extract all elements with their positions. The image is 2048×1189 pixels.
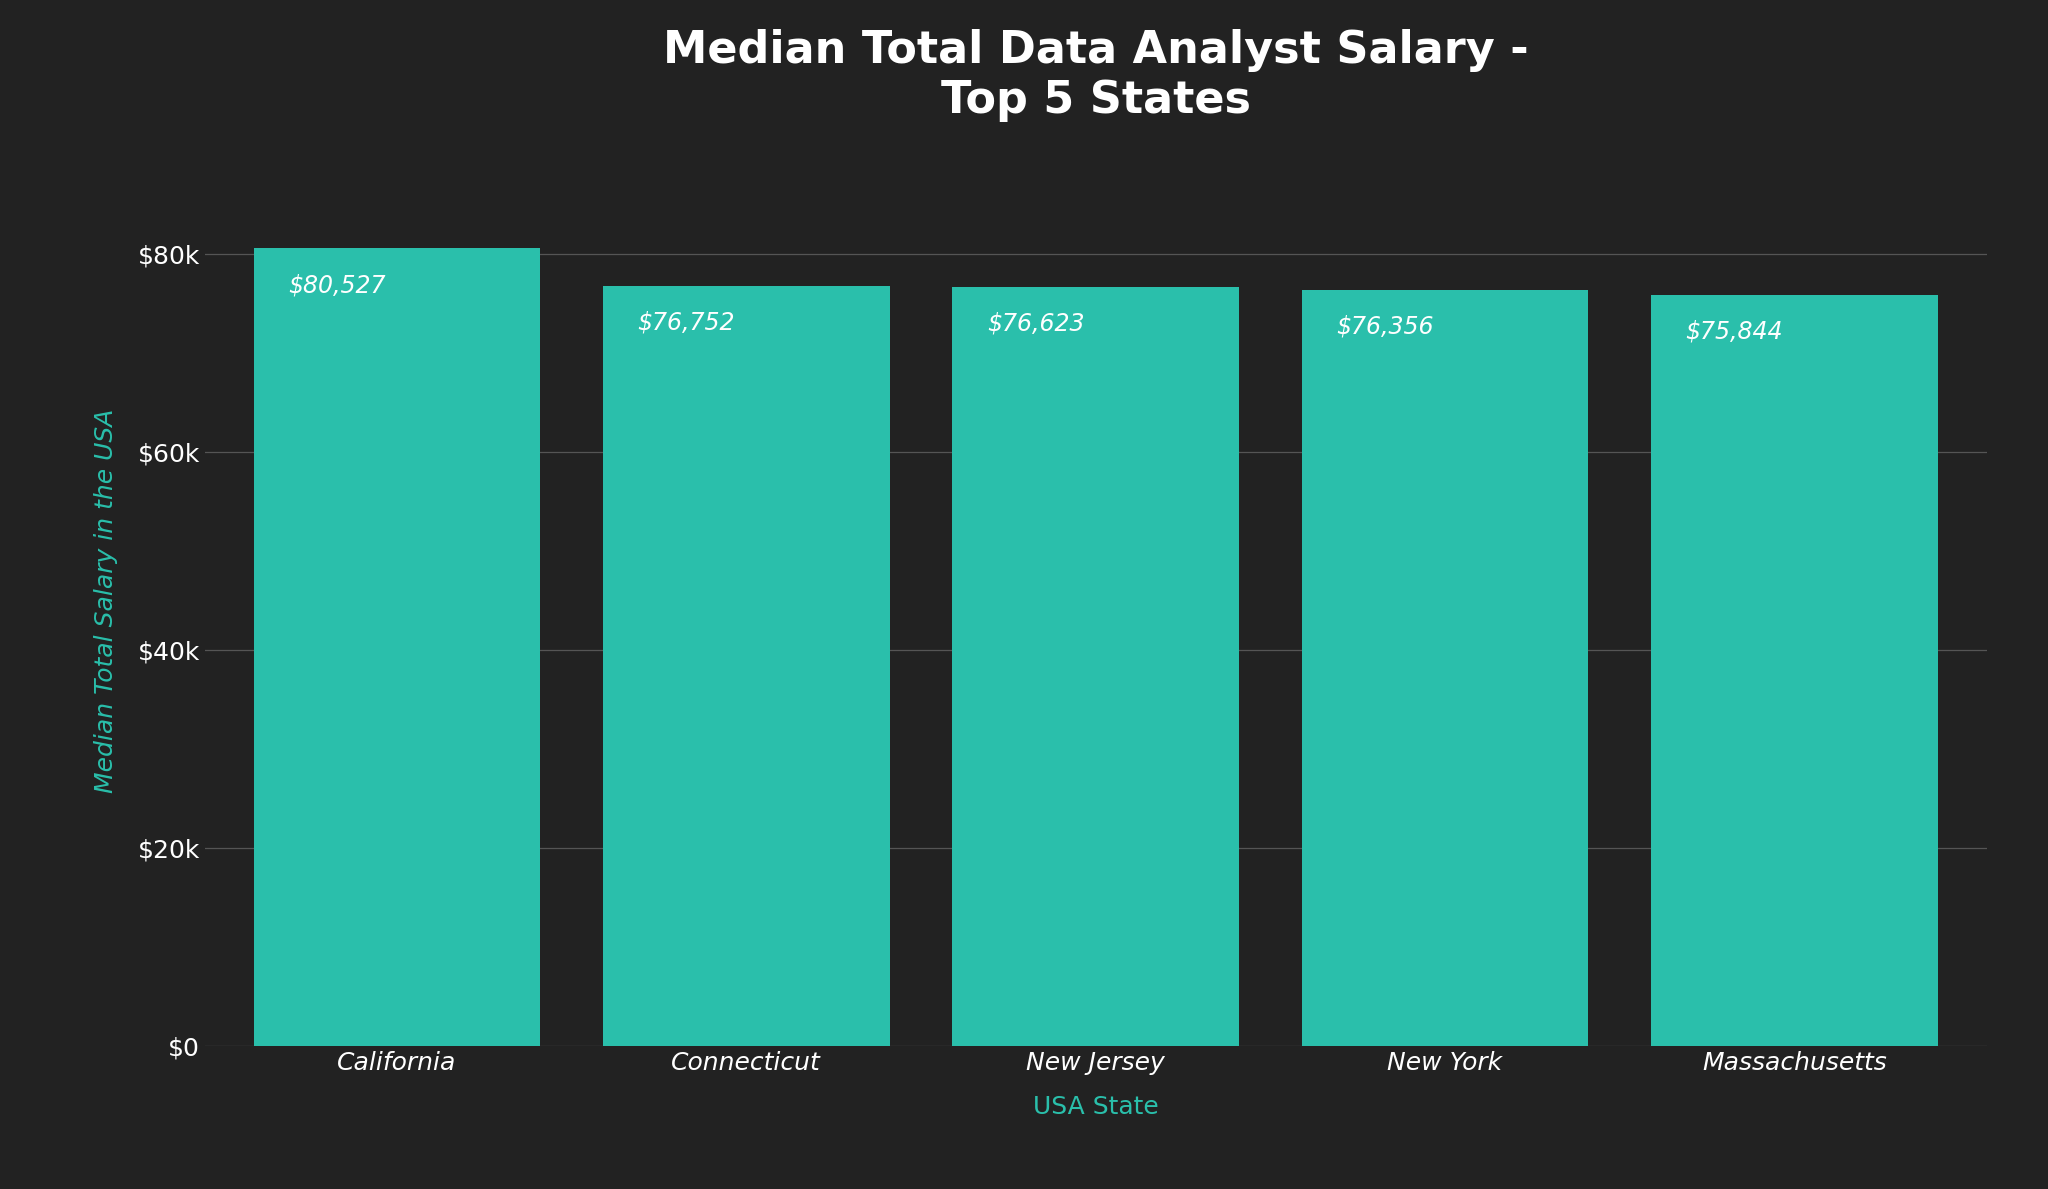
Title: Median Total Data Analyst Salary -
Top 5 States: Median Total Data Analyst Salary - Top 5… bbox=[664, 29, 1528, 122]
Text: $75,844: $75,844 bbox=[1686, 320, 1784, 344]
Bar bbox=[1303, 290, 1589, 1046]
X-axis label: USA State: USA State bbox=[1032, 1095, 1159, 1119]
Text: $76,356: $76,356 bbox=[1335, 315, 1434, 339]
Y-axis label: Median Total Salary in the USA: Median Total Salary in the USA bbox=[94, 408, 119, 793]
Text: $80,527: $80,527 bbox=[289, 273, 385, 297]
Bar bbox=[602, 285, 889, 1046]
Bar bbox=[1651, 295, 1937, 1046]
Text: $76,752: $76,752 bbox=[637, 310, 735, 334]
Bar bbox=[254, 249, 541, 1046]
Bar bbox=[952, 287, 1239, 1046]
Text: $76,623: $76,623 bbox=[987, 312, 1083, 335]
